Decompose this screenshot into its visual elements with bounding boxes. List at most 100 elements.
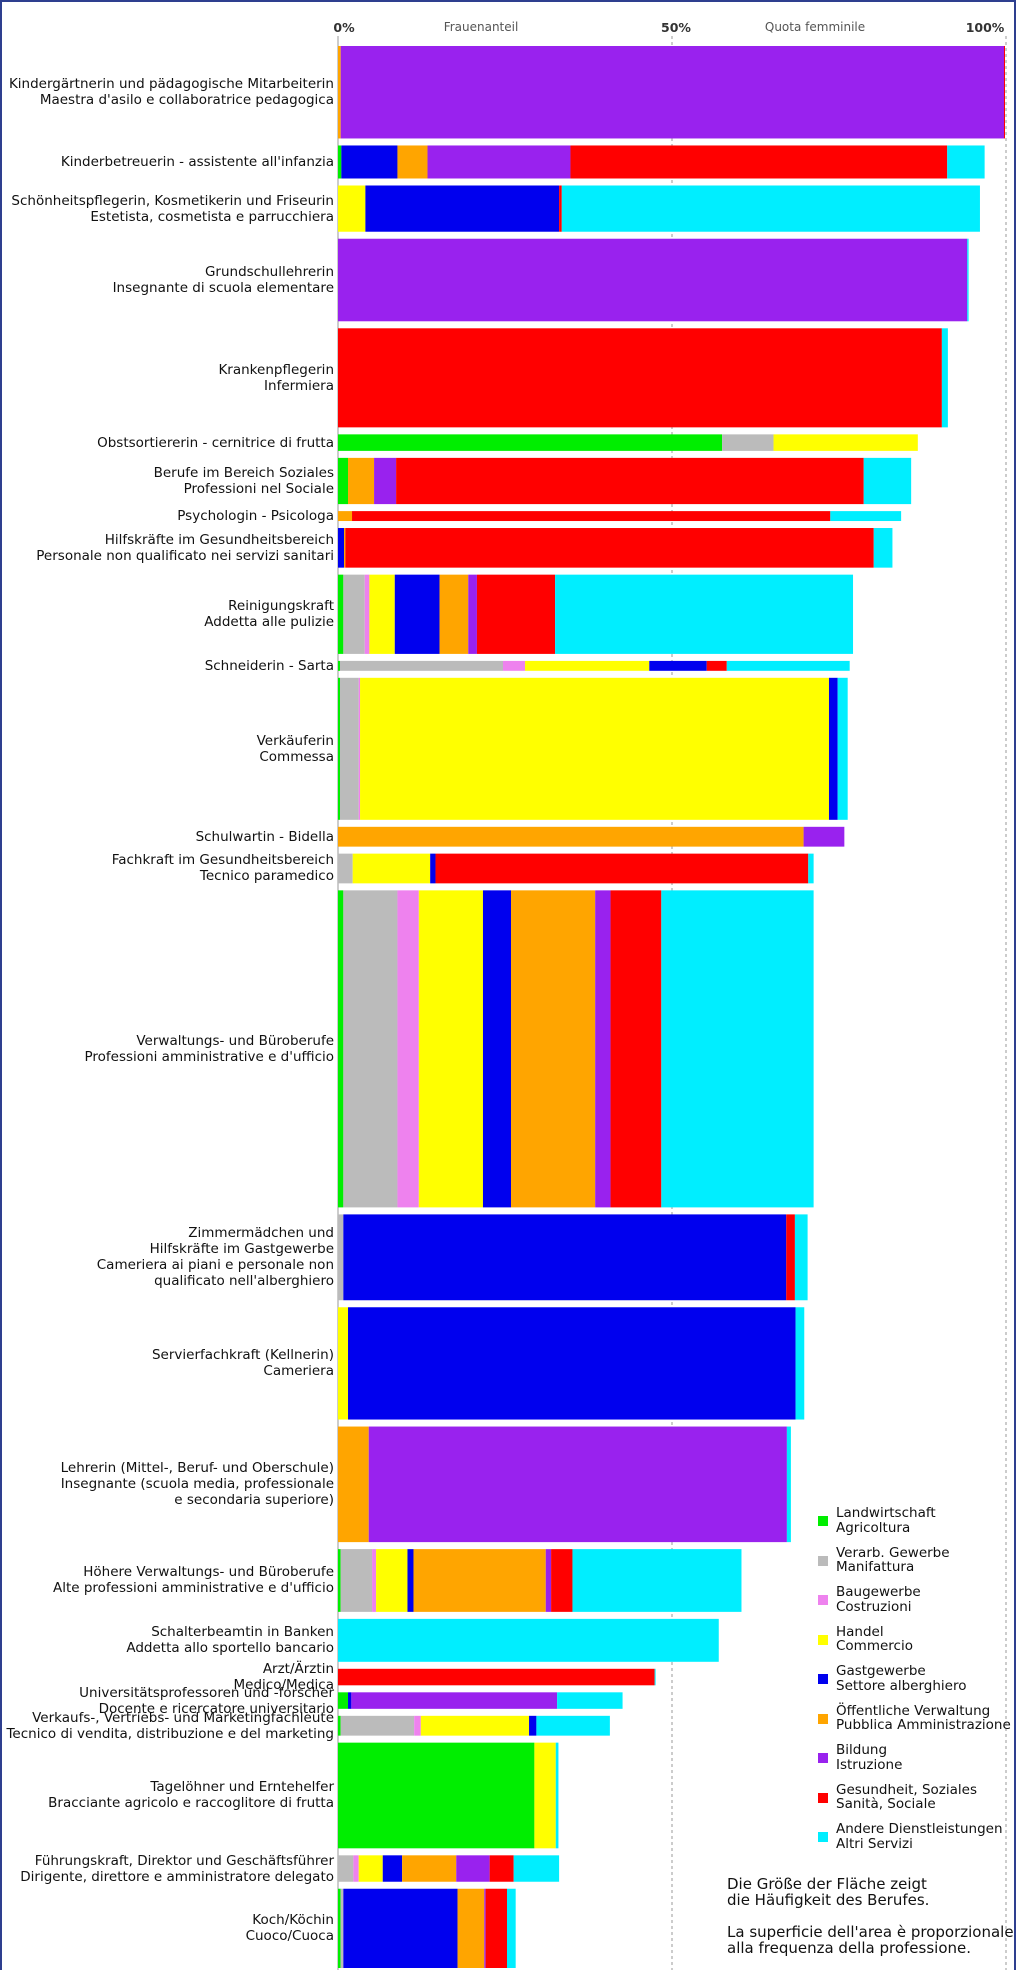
bar-segment [338, 1214, 344, 1301]
legend-label-de: Landwirtschaft [836, 1505, 936, 1521]
bar-segment [351, 1692, 558, 1709]
bar-segment [352, 853, 431, 884]
bar-segment [511, 890, 596, 1208]
category-label-line: Professioni amministrative e d'ufficio [84, 1048, 334, 1065]
bar-segment [338, 1668, 655, 1686]
bar-segment [773, 434, 918, 451]
bar-segment [484, 1888, 486, 1968]
axis-title-de: Frauenanteil [443, 20, 519, 34]
legend-label-it: Costruzioni [836, 1598, 912, 1615]
bar-segment [340, 46, 1004, 139]
bar-segment [555, 1742, 559, 1849]
bar-segment [595, 890, 611, 1208]
bar-segment [358, 677, 361, 820]
bar-segment [555, 574, 854, 654]
category-label-line: Grundschullehrerin [204, 264, 334, 280]
bar-segment [372, 1549, 377, 1612]
legend-label-de: Verarb. Gewerbe [836, 1544, 950, 1561]
bar-segment [489, 1855, 514, 1882]
bar-segment [795, 1307, 805, 1420]
legend-label: Baugewerbe Costruzioni [836, 1585, 921, 1614]
bar-segment [343, 890, 398, 1208]
category-label-line: Estetista, cosmetista e parrucchiera [90, 208, 334, 225]
bar-segment [654, 1668, 656, 1686]
category-label-line: Insegnante (scuola media, professionale [60, 1476, 334, 1493]
bar-segment [873, 528, 893, 568]
bar-segment [837, 677, 848, 820]
legend-swatch [818, 1595, 828, 1605]
legend-label: Gesundheit, Soziales Sanità, Sociale [836, 1781, 977, 1812]
category-label: Obstsortiererin - cernitrice di frutta [0, 435, 334, 451]
bar-segment [397, 145, 428, 179]
legend-label: Gastgewerbe Settore alberghiero [836, 1664, 966, 1693]
category-label-line: Tagelöhner und Erntehelfer [150, 1779, 334, 1796]
bar-segment [374, 457, 397, 505]
category-label-line: Lehrerin (Mittel-, Beruf- und Oberschule… [60, 1460, 334, 1477]
bar-segment [338, 1618, 719, 1662]
bar-segment [338, 1715, 341, 1736]
bar-segment [551, 1549, 573, 1612]
bar-segment [482, 890, 512, 1208]
bar-segment [358, 1855, 383, 1882]
category-label-line: Docente e ricercatore universitario [98, 1700, 334, 1717]
bar-segment [394, 574, 440, 654]
bar-segment [340, 677, 359, 820]
category-label-line: Psychologin - Psicologa [177, 508, 334, 525]
bar-segment [340, 1549, 373, 1612]
bar-segment [343, 1214, 787, 1301]
bar-segment [338, 528, 345, 568]
category-label: Lehrerin (Mittel-, Beruf- und Oberschule… [0, 1460, 334, 1508]
bar-segment [1003, 46, 1005, 139]
bar-segment [338, 185, 366, 232]
bar-segment [340, 1888, 344, 1968]
category-label-line: Infermiera [264, 377, 334, 394]
category-label-line: Professioni nel Sociale [183, 480, 334, 497]
bar-segment [418, 890, 483, 1208]
category-label: Reinigungskraft Addetta alle pulizie [0, 598, 334, 630]
bar-segment [941, 328, 948, 428]
bar-segment [338, 238, 968, 322]
category-label-line: Krankenpflegerin [218, 361, 334, 378]
bar-segment [338, 1888, 341, 1968]
legend: Landwirtschaft Agricoltura Verarb. Gewerbe… [818, 1506, 1014, 1862]
category-label-line: Hilfskräfte im Gastgewerbe [149, 1241, 334, 1258]
note-it-line1: La superficie dell'area è proporzionale [727, 1923, 1014, 1941]
bar-segment [485, 1888, 508, 1968]
legend-swatch [818, 1792, 828, 1803]
bar-segment [557, 1692, 623, 1709]
note-de-line1: Die Größe der Fläche zeigt [727, 1875, 927, 1893]
legend-label-it: Agricoltura [836, 1519, 911, 1536]
category-label-line: Commessa [259, 748, 334, 765]
bar-segment [348, 1307, 796, 1420]
legend-label-de: Handel [836, 1623, 884, 1640]
legend-label-it: Pubblica Amministrazione [836, 1717, 1011, 1733]
category-label: Kindergärtnerin und pädagogische Mitarbe… [0, 76, 334, 108]
bar-segment [341, 145, 398, 179]
category-label: Arzt/Ärztin Medico/Medica [0, 1661, 334, 1693]
category-label-line: Maestra d'asilo e collaboratrice pedagog… [39, 92, 334, 109]
legend-label-de: Andere Dienstleistungen [836, 1821, 1003, 1837]
category-label-line: Fachkraft im Gesundheitsbereich [111, 852, 334, 869]
bar-segment [439, 574, 469, 654]
bar-segment [397, 890, 419, 1208]
bar-segment [430, 853, 436, 884]
bar-segment [414, 1715, 421, 1736]
category-label-line: Insegnante di scuola elementare [112, 280, 334, 296]
bar-segment [402, 1855, 457, 1882]
bar-segment [706, 660, 727, 671]
category-label-line: Tecnico di vendita, distribuzione e del … [6, 1725, 334, 1742]
legend-label-de: Gesundheit, Soziales [836, 1781, 977, 1798]
bar-segment [803, 826, 845, 847]
bar-segment [726, 660, 850, 671]
bar-segment [502, 660, 526, 671]
bar-segment [413, 1549, 546, 1612]
bar-segment [353, 1855, 359, 1882]
bar-segment [360, 677, 829, 820]
bar-segment [808, 853, 814, 884]
legend-swatch [818, 1832, 828, 1842]
category-label-line: Reinigungskraft [228, 598, 334, 615]
bar-segment [649, 660, 707, 671]
bar-segment [338, 826, 804, 847]
bar-segment [338, 574, 344, 654]
